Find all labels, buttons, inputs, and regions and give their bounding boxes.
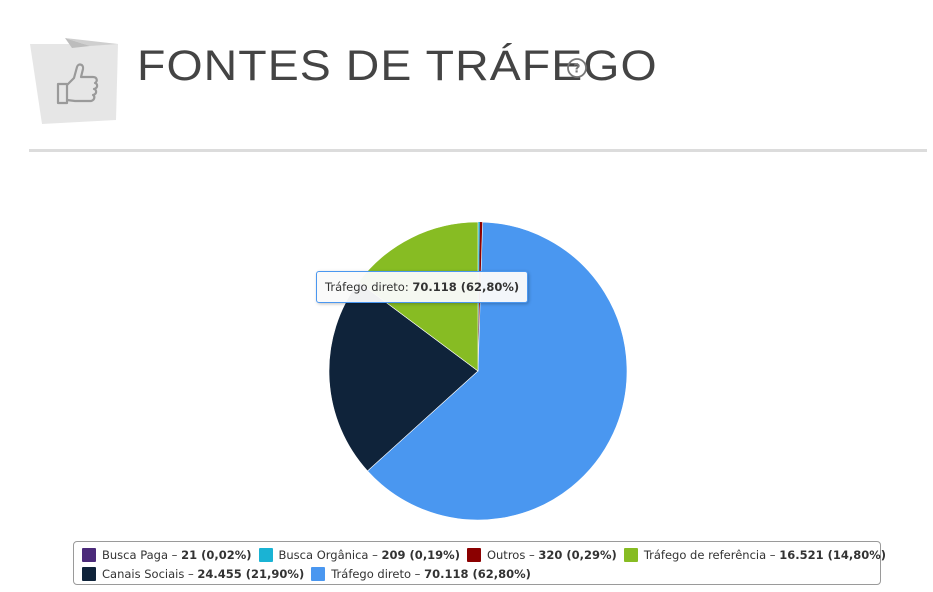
legend-item-busca-organica[interactable]: Busca Orgânica – 209 (0,19%): [258, 547, 460, 562]
legend-row: Canais Sociais – 24.455 (21,90%) Tráfego…: [82, 564, 880, 583]
legend-row: Busca Paga – 21 (0,02%) Busca Orgânica –…: [82, 545, 886, 564]
legend-swatch: [82, 547, 96, 562]
svg-text:?: ?: [574, 62, 581, 76]
legend-label: Tráfego de referência: [643, 547, 767, 562]
chart-legend: Busca Paga – 21 (0,02%) Busca Orgânica –…: [73, 541, 886, 585]
legend-label: Busca Orgânica: [278, 547, 369, 562]
legend-item-trafego-direto[interactable]: Tráfego direto – 70.118 (62,80%): [311, 566, 531, 581]
legend-value: 320 (0,29%): [538, 547, 617, 562]
legend-item-canais-sociais[interactable]: Canais Sociais – 24.455 (21,90%): [82, 566, 305, 581]
legend-value: 16.521 (14,80%): [779, 547, 887, 562]
question-circle-icon[interactable]: ?: [566, 57, 588, 79]
chart-tooltip: Tráfego direto: 70.118 (62,80%): [316, 271, 529, 303]
pie-slice-trafego-direto[interactable]: [367, 221, 628, 521]
legend-swatch: [82, 566, 96, 581]
legend-label: Canais Sociais: [102, 566, 185, 581]
header-divider: [29, 149, 927, 152]
legend-swatch: [466, 547, 481, 562]
legend-swatch: [623, 547, 638, 562]
tooltip-label: Tráfego direto:: [325, 280, 409, 294]
page-title: FONTES DE TRÁFEGO: [137, 42, 658, 90]
legend-value: 70.118 (62,80%): [424, 566, 531, 581]
legend-swatch: [311, 566, 326, 581]
legend-item-busca-paga[interactable]: Busca Paga – 21 (0,02%): [82, 547, 252, 562]
legend-value: 24.455 (21,90%): [197, 566, 305, 581]
legend-item-trafego-referencia[interactable]: Tráfego de referência – 16.521 (14,80%): [623, 547, 887, 562]
legend-label: Tráfego direto: [331, 566, 412, 581]
thumbs-up-icon: [30, 38, 118, 124]
tooltip-value: 70.118 (62,80%): [412, 280, 520, 294]
legend-swatch: [258, 547, 273, 562]
legend-label: Outros: [486, 547, 526, 562]
legend-label: Busca Paga: [102, 547, 169, 562]
legend-item-outros[interactable]: Outros – 320 (0,29%): [466, 547, 617, 562]
legend-value: 21 (0,02%): [181, 547, 252, 562]
legend-value: 209 (0,19%): [381, 547, 460, 562]
